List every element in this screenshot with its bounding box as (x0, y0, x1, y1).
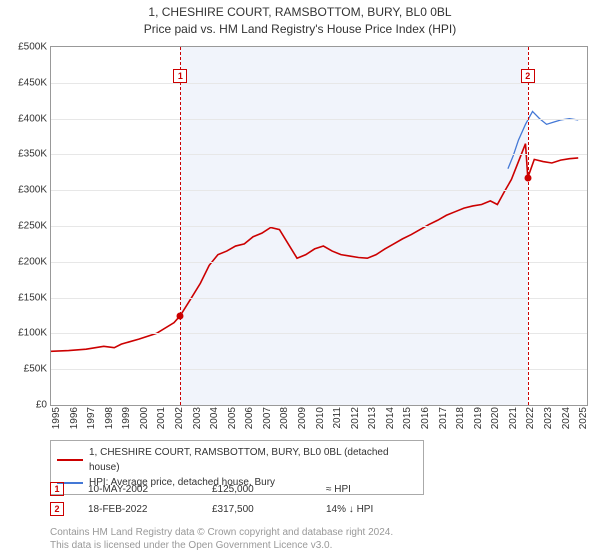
gridline-h (51, 83, 587, 84)
x-axis-label: 2000 (139, 407, 150, 429)
legend-label: 1, CHESHIRE COURT, RAMSBOTTOM, BURY, BL0… (89, 445, 417, 475)
x-axis-label: 2008 (279, 407, 290, 429)
footer-line-2: This data is licensed under the Open Gov… (50, 539, 586, 552)
title-block: 1, CHESHIRE COURT, RAMSBOTTOM, BURY, BL0… (0, 0, 600, 38)
marker-box-1: 1 (173, 69, 187, 83)
x-axis-label: 2012 (350, 407, 361, 429)
y-axis-label: £200K (18, 256, 51, 267)
x-axis-label: 1996 (69, 407, 80, 429)
x-axis-label: 2023 (543, 407, 554, 429)
chart-plot-area: £0£50K£100K£150K£200K£250K£300K£350K£400… (50, 46, 588, 406)
event-row: 1 10-MAY-2002 £125,000 ≈ HPI (50, 482, 586, 496)
x-axis-label: 1999 (121, 407, 132, 429)
footer-attribution: Contains HM Land Registry data © Crown c… (50, 526, 586, 552)
x-axis-label: 2013 (367, 407, 378, 429)
x-axis-label: 2020 (490, 407, 501, 429)
y-axis-label: £100K (18, 328, 51, 339)
title-line-2: Price paid vs. HM Land Registry's House … (0, 21, 600, 38)
event-row: 2 18-FEB-2022 £317,500 14% ↓ HPI (50, 502, 586, 516)
event-price: £125,000 (212, 484, 302, 495)
x-axis-label: 2014 (385, 407, 396, 429)
gridline-h (51, 262, 587, 263)
event-date: 10-MAY-2002 (88, 484, 188, 495)
x-axis-label: 1995 (51, 407, 62, 429)
marker-dot (177, 312, 184, 319)
y-axis-label: £300K (18, 185, 51, 196)
event-date: 18-FEB-2022 (88, 504, 188, 515)
marker-box-2: 2 (521, 69, 535, 83)
x-axis-label: 2009 (297, 407, 308, 429)
gridline-h (51, 333, 587, 334)
legend-item: 1, CHESHIRE COURT, RAMSBOTTOM, BURY, BL0… (57, 445, 417, 475)
gridline-h (51, 369, 587, 370)
x-axis-label: 2003 (192, 407, 203, 429)
x-axis-label: 2002 (174, 407, 185, 429)
y-axis-label: £400K (18, 113, 51, 124)
chart-container: 1, CHESHIRE COURT, RAMSBOTTOM, BURY, BL0… (0, 0, 600, 560)
event-delta: ≈ HPI (326, 484, 351, 495)
gridline-h (51, 119, 587, 120)
y-axis-label: £250K (18, 221, 51, 232)
x-axis-label: 2011 (332, 407, 343, 429)
x-axis-label: 2010 (315, 407, 326, 429)
series-property (51, 144, 578, 352)
y-axis-label: £500K (18, 42, 51, 53)
title-line-1: 1, CHESHIRE COURT, RAMSBOTTOM, BURY, BL0… (0, 4, 600, 21)
gridline-h (51, 226, 587, 227)
x-axis-label: 2004 (209, 407, 220, 429)
x-axis-label: 2022 (525, 407, 536, 429)
legend-swatch (57, 459, 83, 461)
y-axis-label: £0 (36, 400, 51, 411)
gridline-h (51, 154, 587, 155)
x-axis-label: 2025 (578, 407, 589, 429)
gridline-h (51, 190, 587, 191)
x-axis-label: 1998 (104, 407, 115, 429)
event-delta: 14% ↓ HPI (326, 504, 373, 515)
y-axis-label: £450K (18, 77, 51, 88)
gridline-h (51, 298, 587, 299)
vertical-rule (180, 47, 181, 405)
y-axis-label: £350K (18, 149, 51, 160)
x-axis-label: 2016 (420, 407, 431, 429)
x-axis-label: 2024 (561, 407, 572, 429)
x-axis-label: 2006 (244, 407, 255, 429)
x-axis-label: 2007 (262, 407, 273, 429)
event-marker: 2 (50, 502, 64, 516)
footer-line-1: Contains HM Land Registry data © Crown c… (50, 526, 586, 539)
x-axis-label: 2017 (438, 407, 449, 429)
x-axis-label: 2001 (156, 407, 167, 429)
x-axis-label: 2021 (508, 407, 519, 429)
y-axis-label: £50K (24, 364, 51, 375)
x-axis-label: 2005 (227, 407, 238, 429)
vertical-rule (528, 47, 529, 405)
event-price: £317,500 (212, 504, 302, 515)
event-marker: 1 (50, 482, 64, 496)
x-axis-label: 2015 (402, 407, 413, 429)
x-axis-label: 2019 (473, 407, 484, 429)
y-axis-label: £150K (18, 292, 51, 303)
x-axis-label: 2018 (455, 407, 466, 429)
x-axis-label: 1997 (86, 407, 97, 429)
marker-dot (524, 174, 531, 181)
events-table: 1 10-MAY-2002 £125,000 ≈ HPI 2 18-FEB-2022 £31… (50, 482, 586, 522)
